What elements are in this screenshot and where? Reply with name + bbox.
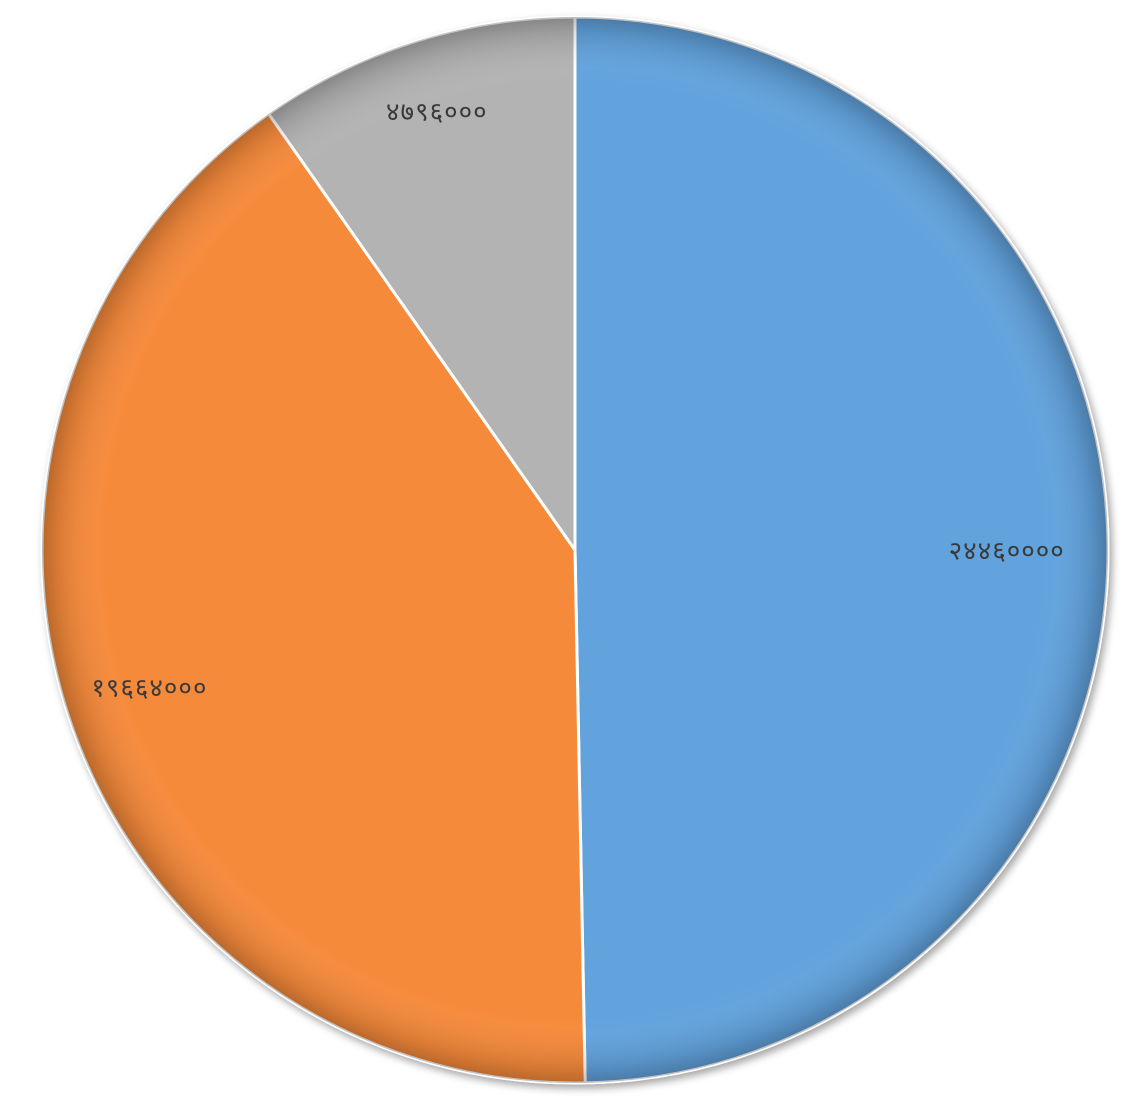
pie-slice-label-1: २४४६००००	[949, 537, 1065, 567]
pie-labels: २४४६०००० १९६६४००० ४७९६०००	[91, 97, 1065, 704]
pie-slice-label-2: १९६६४०००	[91, 674, 207, 704]
pie-slice-label-3: ४७९६०००	[386, 97, 488, 127]
